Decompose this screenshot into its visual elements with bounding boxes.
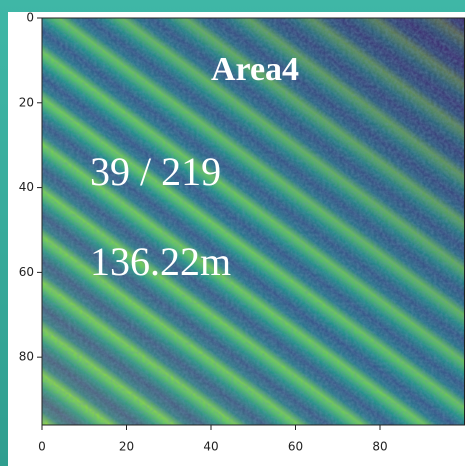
- distance-label: 136.22m: [90, 239, 231, 284]
- x-tick-label: 0: [38, 440, 46, 454]
- x-tick-label: 80: [372, 440, 387, 454]
- x-tick-label: 20: [119, 440, 134, 454]
- y-tick-label: 60: [19, 265, 34, 279]
- x-tick-label: 60: [288, 440, 303, 454]
- heatmap-noise: [42, 18, 465, 425]
- x-tick-label: 40: [203, 440, 218, 454]
- y-tick-label: 80: [19, 350, 34, 364]
- y-tick-label: 20: [19, 95, 34, 109]
- area-title: Area4: [211, 51, 299, 88]
- count-label: 39 / 219: [90, 149, 221, 194]
- y-tick-label: 40: [19, 180, 34, 194]
- y-tick-label: 0: [26, 11, 34, 25]
- plot-area: [41, 17, 465, 426]
